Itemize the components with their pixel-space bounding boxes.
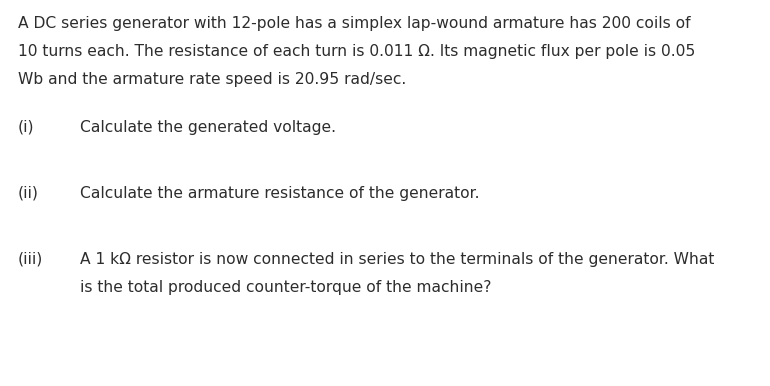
- Text: A DC series generator with 12-pole has a simplex lap-wound armature has 200 coil: A DC series generator with 12-pole has a…: [18, 16, 691, 31]
- Text: Calculate the armature resistance of the generator.: Calculate the armature resistance of the…: [80, 186, 480, 201]
- Text: Calculate the generated voltage.: Calculate the generated voltage.: [80, 120, 336, 135]
- Text: Wb and the armature rate speed is 20.95 rad/sec.: Wb and the armature rate speed is 20.95 …: [18, 72, 407, 87]
- Text: (i): (i): [18, 120, 35, 135]
- Text: (ii): (ii): [18, 186, 38, 201]
- Text: A 1 kΩ resistor is now connected in series to the terminals of the generator. Wh: A 1 kΩ resistor is now connected in seri…: [80, 252, 715, 267]
- Text: (iii): (iii): [18, 252, 43, 267]
- Text: is the total produced counter-torque of the machine?: is the total produced counter-torque of …: [80, 280, 491, 295]
- Text: 10 turns each. The resistance of each turn is 0.011 Ω. Its magnetic flux per pol: 10 turns each. The resistance of each tu…: [18, 44, 695, 59]
